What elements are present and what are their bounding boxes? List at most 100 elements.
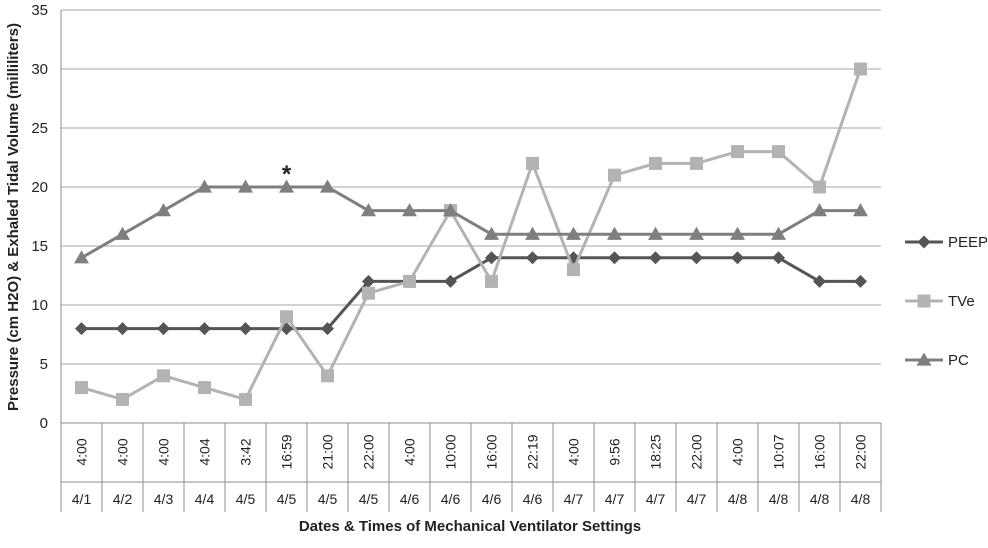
data-point xyxy=(74,250,89,264)
legend-label: PC xyxy=(948,352,969,369)
data-point xyxy=(444,274,457,288)
data-point xyxy=(607,226,622,240)
x-date-label: 4/7 xyxy=(687,491,707,507)
x-time-label: 4:00 xyxy=(115,438,131,465)
data-point xyxy=(526,156,539,170)
x-date-label: 4/8 xyxy=(810,491,830,507)
x-date-label: 4/6 xyxy=(400,491,420,507)
data-point xyxy=(157,369,170,383)
x-time-label: 18:25 xyxy=(648,434,664,469)
x-time-label: 16:00 xyxy=(484,434,500,469)
series-line xyxy=(80,185,861,260)
legend-marker xyxy=(917,294,931,308)
data-point xyxy=(443,203,458,217)
y-tick-label: 15 xyxy=(31,238,48,255)
legend-label: PEEP xyxy=(948,234,988,251)
data-point xyxy=(772,251,785,265)
y-tick-label: 5 xyxy=(40,356,48,373)
x-date-label: 4/7 xyxy=(564,491,584,507)
data-point xyxy=(280,310,293,324)
data-point xyxy=(321,369,334,383)
x-date-label: 4/7 xyxy=(605,491,625,507)
data-point xyxy=(730,226,745,240)
x-date-label: 4/5 xyxy=(359,491,379,507)
annotation-marker: * xyxy=(282,161,292,188)
data-point xyxy=(813,274,826,288)
data-point xyxy=(812,203,827,217)
series-line xyxy=(81,68,862,402)
data-point xyxy=(75,322,88,336)
x-axis-title: Dates & Times of Mechanical Ventilator S… xyxy=(299,518,641,535)
data-point xyxy=(608,168,621,182)
y-tick-label: 20 xyxy=(31,179,48,196)
y-tick-label: 0 xyxy=(40,415,48,432)
data-point xyxy=(362,286,375,300)
x-date-label: 4/1 xyxy=(72,491,92,507)
x-date-label: 4/8 xyxy=(851,491,871,507)
data-point xyxy=(239,322,252,336)
data-point xyxy=(854,274,867,288)
x-date-label: 4/8 xyxy=(769,491,789,507)
data-point xyxy=(772,145,785,159)
x-date-label: 4/6 xyxy=(523,491,543,507)
data-point xyxy=(157,322,170,336)
legend-item-peep: PEEP xyxy=(905,234,988,251)
data-point xyxy=(197,179,212,193)
annotations: * xyxy=(282,161,292,188)
data-point xyxy=(731,145,744,159)
legend-label: TVe xyxy=(948,293,975,310)
x-time-label: 22:00 xyxy=(853,434,869,469)
y-tick-label: 35 xyxy=(31,2,48,19)
data-point xyxy=(239,392,252,406)
data-point xyxy=(115,226,130,240)
data-point xyxy=(689,226,704,240)
x-time-label: 4:00 xyxy=(74,438,90,465)
series-layer xyxy=(74,62,868,406)
data-point xyxy=(853,203,868,217)
x-date-label: 4/2 xyxy=(113,491,133,507)
x-time-label: 21:00 xyxy=(320,434,336,469)
data-point xyxy=(690,251,703,265)
x-time-label: 22:19 xyxy=(525,434,541,469)
x-date-label: 4/6 xyxy=(482,491,502,507)
data-point xyxy=(361,203,376,217)
data-point xyxy=(566,226,581,240)
x-time-label: 10:07 xyxy=(771,434,787,469)
data-point xyxy=(485,251,498,265)
data-point xyxy=(771,226,786,240)
data-point xyxy=(525,226,540,240)
x-time-label: 22:00 xyxy=(361,434,377,469)
x-time-label: 4:00 xyxy=(730,438,746,465)
x-date-label: 4/5 xyxy=(277,491,297,507)
data-point xyxy=(198,322,211,336)
x-date-label: 4/7 xyxy=(646,491,666,507)
series-tve xyxy=(75,62,867,406)
data-point xyxy=(854,62,867,76)
data-point xyxy=(116,392,129,406)
data-point xyxy=(484,226,499,240)
x-date-label: 4/5 xyxy=(318,491,338,507)
x-axis: 4:00 4/1 4:00 4/2 4:00 4/3 4:04 4/4 3:42 4/5 16:59… xyxy=(60,422,882,512)
data-point xyxy=(649,156,662,170)
x-date-label: 4/3 xyxy=(154,491,174,507)
data-point xyxy=(731,251,744,265)
x-time-label: 16:00 xyxy=(812,434,828,469)
legend-marker xyxy=(917,235,931,249)
y-tick-label: 25 xyxy=(31,120,48,137)
data-point xyxy=(567,263,580,277)
legend-item-pc: PC xyxy=(905,352,969,369)
x-date-label: 4/8 xyxy=(728,491,748,507)
data-point xyxy=(156,203,171,217)
x-time-label: 4:00 xyxy=(156,438,172,465)
x-date-label: 4/5 xyxy=(236,491,256,507)
x-time-label: 4:00 xyxy=(566,438,582,465)
x-time-label: 4:00 xyxy=(402,438,418,465)
data-point xyxy=(649,251,662,265)
y-tick-label: 30 xyxy=(31,61,48,78)
gridlines xyxy=(61,9,881,424)
legend: PEEP TVe PC xyxy=(905,234,988,369)
legend-item-tve: TVe xyxy=(905,293,975,310)
x-time-label: 22:00 xyxy=(689,434,705,469)
